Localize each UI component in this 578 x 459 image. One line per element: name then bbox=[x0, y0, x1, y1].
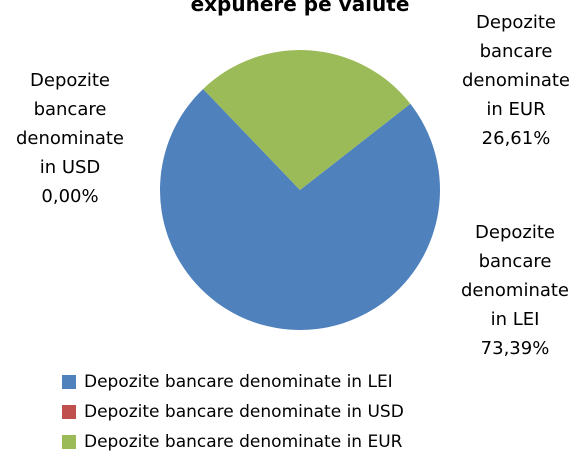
data-label-category: Depozite bancare denominate in USD bbox=[15, 70, 125, 178]
legend-label: Depozite bancare denominate in LEI bbox=[84, 372, 393, 392]
data-label-category: Depozite bancare denominate in EUR bbox=[461, 12, 571, 120]
legend-swatch bbox=[62, 375, 76, 389]
pie-slice bbox=[203, 49, 411, 190]
data-label-category: Depozite bancare denominate in LEI bbox=[460, 222, 570, 330]
legend-swatch bbox=[62, 405, 76, 419]
legend-item: Depozite bancare denominate in LEI bbox=[62, 371, 393, 393]
pie-slice bbox=[159, 88, 440, 330]
data-label-value: 26,61% bbox=[481, 128, 551, 149]
data-label-value: 0,00% bbox=[41, 186, 99, 207]
legend-label: Depozite bancare denominate in EUR bbox=[84, 432, 403, 452]
data-label: Depozite bancare denominate in USD 0,00% bbox=[5, 66, 135, 211]
legend-item: Depozite bancare denominate in EUR bbox=[62, 431, 402, 453]
legend-label: Depozite bancare denominate in USD bbox=[84, 402, 404, 422]
data-label-value: 73,39% bbox=[480, 338, 550, 359]
chart-title: expunere pe valute bbox=[190, 0, 410, 16]
legend-swatch bbox=[62, 435, 76, 449]
data-label: Depozite bancare denominate in LEI 73,39% bbox=[450, 218, 578, 363]
legend-item: Depozite bancare denominate in USD bbox=[62, 401, 404, 423]
data-label: Depozite bancare denominate in EUR 26,61% bbox=[451, 8, 578, 153]
